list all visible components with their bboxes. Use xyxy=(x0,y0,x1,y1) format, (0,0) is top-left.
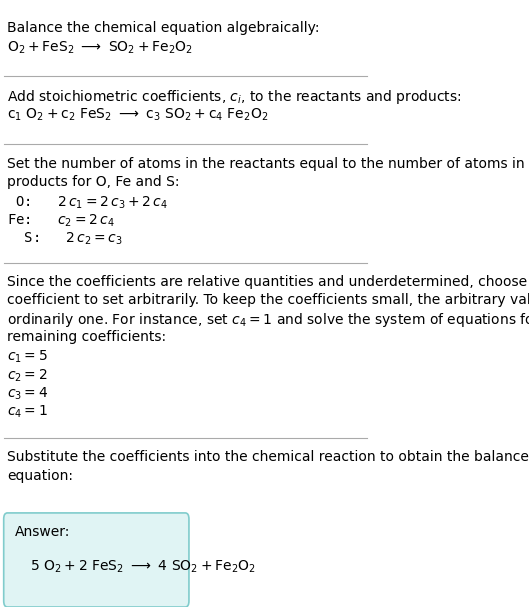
Text: remaining coefficients:: remaining coefficients: xyxy=(7,330,167,344)
Text: Answer:: Answer: xyxy=(15,525,70,539)
Text: $c_2 = 2$: $c_2 = 2$ xyxy=(7,367,48,384)
Text: $c_3 = 4$: $c_3 = 4$ xyxy=(7,385,49,402)
Text: $c_1 = 5$: $c_1 = 5$ xyxy=(7,349,48,365)
Text: S:   $2\,c_2 = c_3$: S: $2\,c_2 = c_3$ xyxy=(7,231,123,247)
Text: Balance the chemical equation algebraically:: Balance the chemical equation algebraica… xyxy=(7,21,320,35)
Text: $c_4 = 1$: $c_4 = 1$ xyxy=(7,404,48,420)
Text: $\mathrm{O_2 + FeS_2\ \longrightarrow\ SO_2 + Fe_2O_2}$: $\mathrm{O_2 + FeS_2\ \longrightarrow\ S… xyxy=(7,39,194,56)
Text: $\mathrm{5\ O_2 + 2\ FeS_2\ \longrightarrow\ 4\ SO_2 + Fe_2O_2}$: $\mathrm{5\ O_2 + 2\ FeS_2\ \longrightar… xyxy=(30,558,256,575)
FancyBboxPatch shape xyxy=(4,513,189,607)
Text: products for O, Fe and S:: products for O, Fe and S: xyxy=(7,175,180,189)
Text: coefficient to set arbitrarily. To keep the coefficients small, the arbitrary va: coefficient to set arbitrarily. To keep … xyxy=(7,293,529,307)
Text: Set the number of atoms in the reactants equal to the number of atoms in the: Set the number of atoms in the reactants… xyxy=(7,157,529,171)
Text: ordinarily one. For instance, set $c_4 = 1$ and solve the system of equations fo: ordinarily one. For instance, set $c_4 =… xyxy=(7,311,529,330)
Text: equation:: equation: xyxy=(7,469,74,483)
Text: Since the coefficients are relative quantities and underdetermined, choose a: Since the coefficients are relative quan… xyxy=(7,275,529,289)
Text: $\mathrm{c_1\ O_2 + c_2\ FeS_2\ \longrightarrow\ c_3\ SO_2 + c_4\ Fe_2O_2}$: $\mathrm{c_1\ O_2 + c_2\ FeS_2\ \longrig… xyxy=(7,106,269,123)
Text: Substitute the coefficients into the chemical reaction to obtain the balanced: Substitute the coefficients into the che… xyxy=(7,450,529,464)
Text: Add stoichiometric coefficients, $c_i$, to the reactants and products:: Add stoichiometric coefficients, $c_i$, … xyxy=(7,88,462,106)
Text: O:   $2\,c_1 = 2\,c_3 + 2\,c_4$: O: $2\,c_1 = 2\,c_3 + 2\,c_4$ xyxy=(7,194,168,211)
Text: Fe:   $c_2 = 2\,c_4$: Fe: $c_2 = 2\,c_4$ xyxy=(7,212,115,229)
